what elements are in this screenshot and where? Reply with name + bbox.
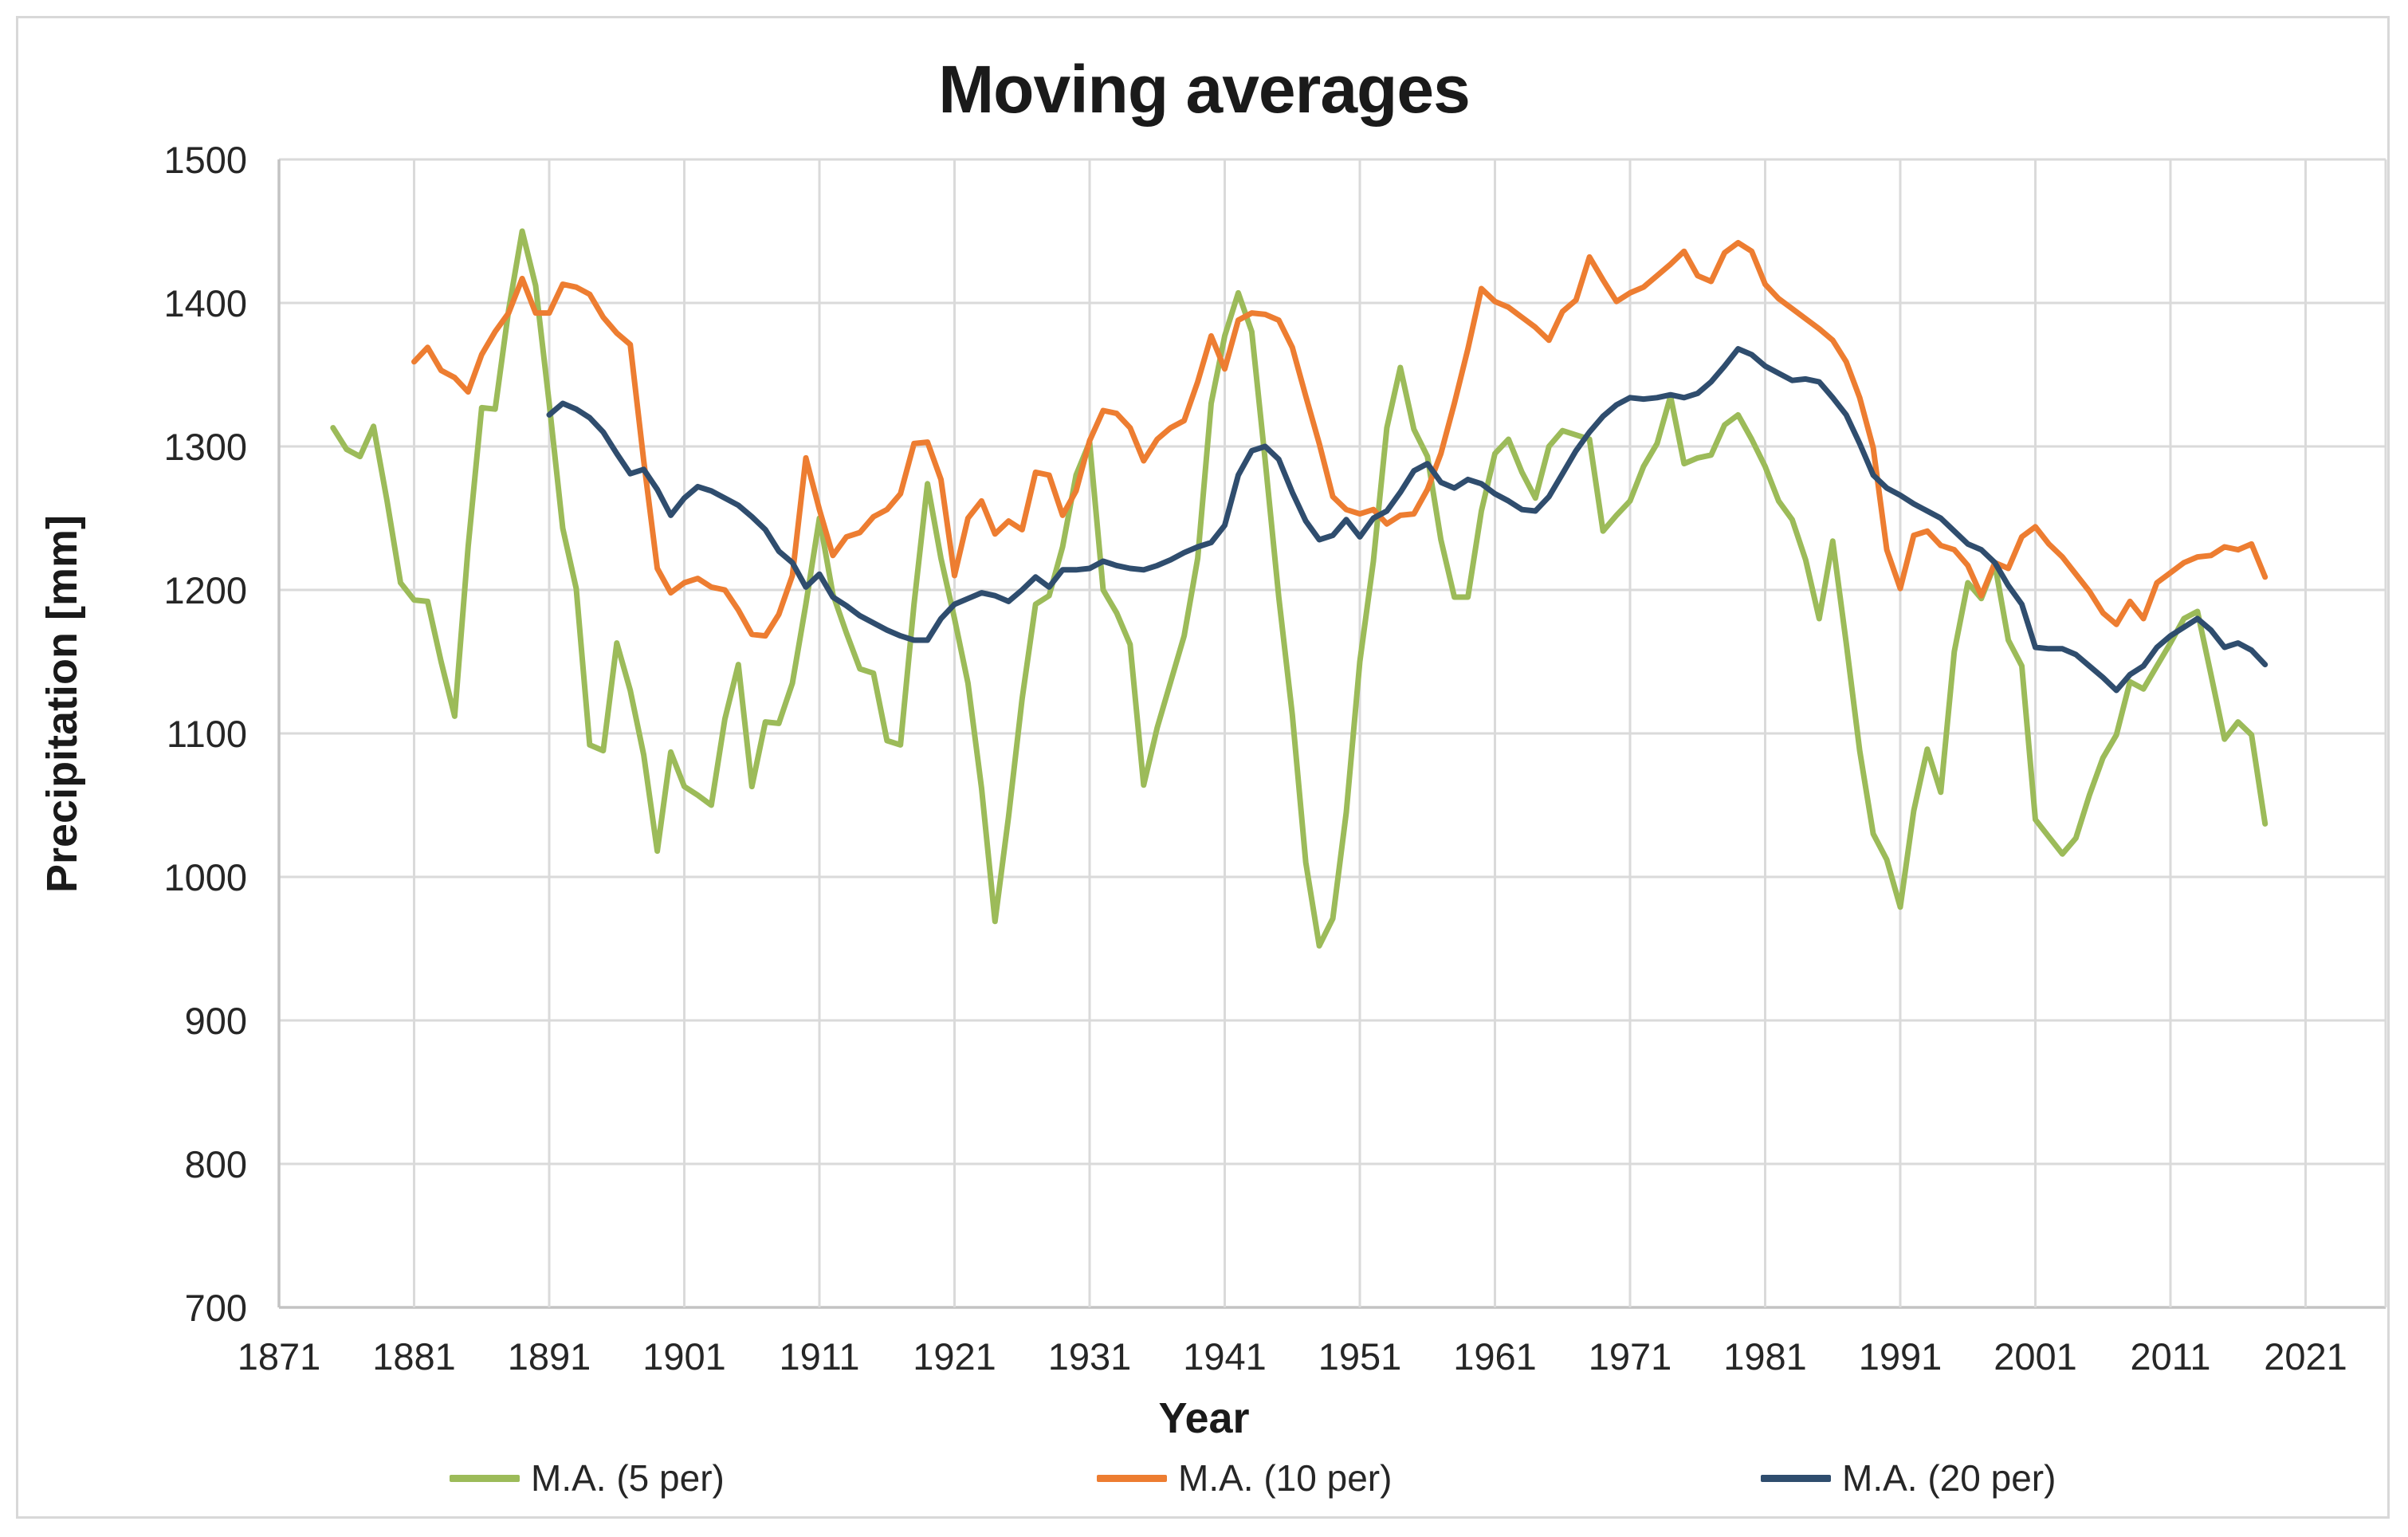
legend-item-ma5: M.A. (5 per) bbox=[450, 1457, 725, 1499]
y-axis-tick-labels: 700 800 900 1000 1100 1200 1300 1400 1500 bbox=[163, 139, 247, 1329]
x-axis-title: Year bbox=[1158, 1394, 1250, 1442]
x-tick-label: 1871 bbox=[238, 1335, 321, 1378]
y-tick-label: 900 bbox=[185, 1000, 247, 1042]
x-tick-label: 1991 bbox=[1859, 1335, 1943, 1378]
x-tick-label: 2001 bbox=[1994, 1335, 2077, 1378]
legend-label-ma10: M.A. (10 per) bbox=[1178, 1457, 1393, 1499]
x-axis-tick-labels: 1871 1881 1891 1901 1911 1921 1931 1941 1951 1961… bbox=[238, 1335, 2347, 1378]
y-tick-label: 1500 bbox=[163, 139, 247, 181]
legend-label-ma20: M.A. (20 per) bbox=[1842, 1457, 2056, 1499]
legend-item-ma20: M.A. (20 per) bbox=[1761, 1457, 2056, 1499]
gridlines bbox=[277, 158, 2387, 1309]
x-tick-label: 1981 bbox=[1723, 1335, 1807, 1378]
legend-label-ma5: M.A. (5 per) bbox=[531, 1457, 725, 1499]
x-tick-label: 1931 bbox=[1048, 1335, 1132, 1378]
y-tick-label: 1000 bbox=[163, 856, 247, 898]
series-line-0 bbox=[330, 228, 2269, 949]
chart-title: Moving averages bbox=[938, 52, 1471, 127]
x-tick-label: 1891 bbox=[508, 1335, 591, 1378]
y-tick-label: 800 bbox=[185, 1143, 247, 1185]
series-line-2 bbox=[546, 346, 2269, 694]
x-tick-label: 2011 bbox=[2130, 1335, 2210, 1378]
legend-swatch-ma5-icon bbox=[450, 1474, 520, 1482]
x-tick-label: 1971 bbox=[1589, 1335, 1672, 1378]
y-tick-label: 700 bbox=[185, 1287, 247, 1329]
x-tick-label: 1901 bbox=[642, 1335, 726, 1378]
x-tick-label: 1881 bbox=[372, 1335, 456, 1378]
x-tick-label: 2021 bbox=[2264, 1335, 2347, 1378]
legend-item-ma10: M.A. (10 per) bbox=[1097, 1457, 1392, 1499]
legend-swatch-ma20-icon bbox=[1761, 1474, 1831, 1482]
y-axis-title: Precipitation [mm] bbox=[38, 514, 86, 894]
x-tick-label: 1921 bbox=[913, 1335, 996, 1378]
y-tick-label: 1100 bbox=[167, 713, 247, 755]
legend-swatch-ma10-icon bbox=[1097, 1474, 1167, 1482]
y-tick-label: 1300 bbox=[163, 426, 247, 468]
y-tick-label: 1200 bbox=[163, 569, 247, 611]
x-tick-label: 1911 bbox=[779, 1335, 859, 1378]
x-tick-label: 1961 bbox=[1453, 1335, 1537, 1378]
y-tick-label: 1400 bbox=[163, 282, 247, 324]
series-line-1 bbox=[411, 239, 2269, 639]
x-tick-label: 1951 bbox=[1318, 1335, 1402, 1378]
x-tick-label: 1941 bbox=[1183, 1335, 1267, 1378]
chart-outer-border bbox=[16, 16, 2390, 1519]
